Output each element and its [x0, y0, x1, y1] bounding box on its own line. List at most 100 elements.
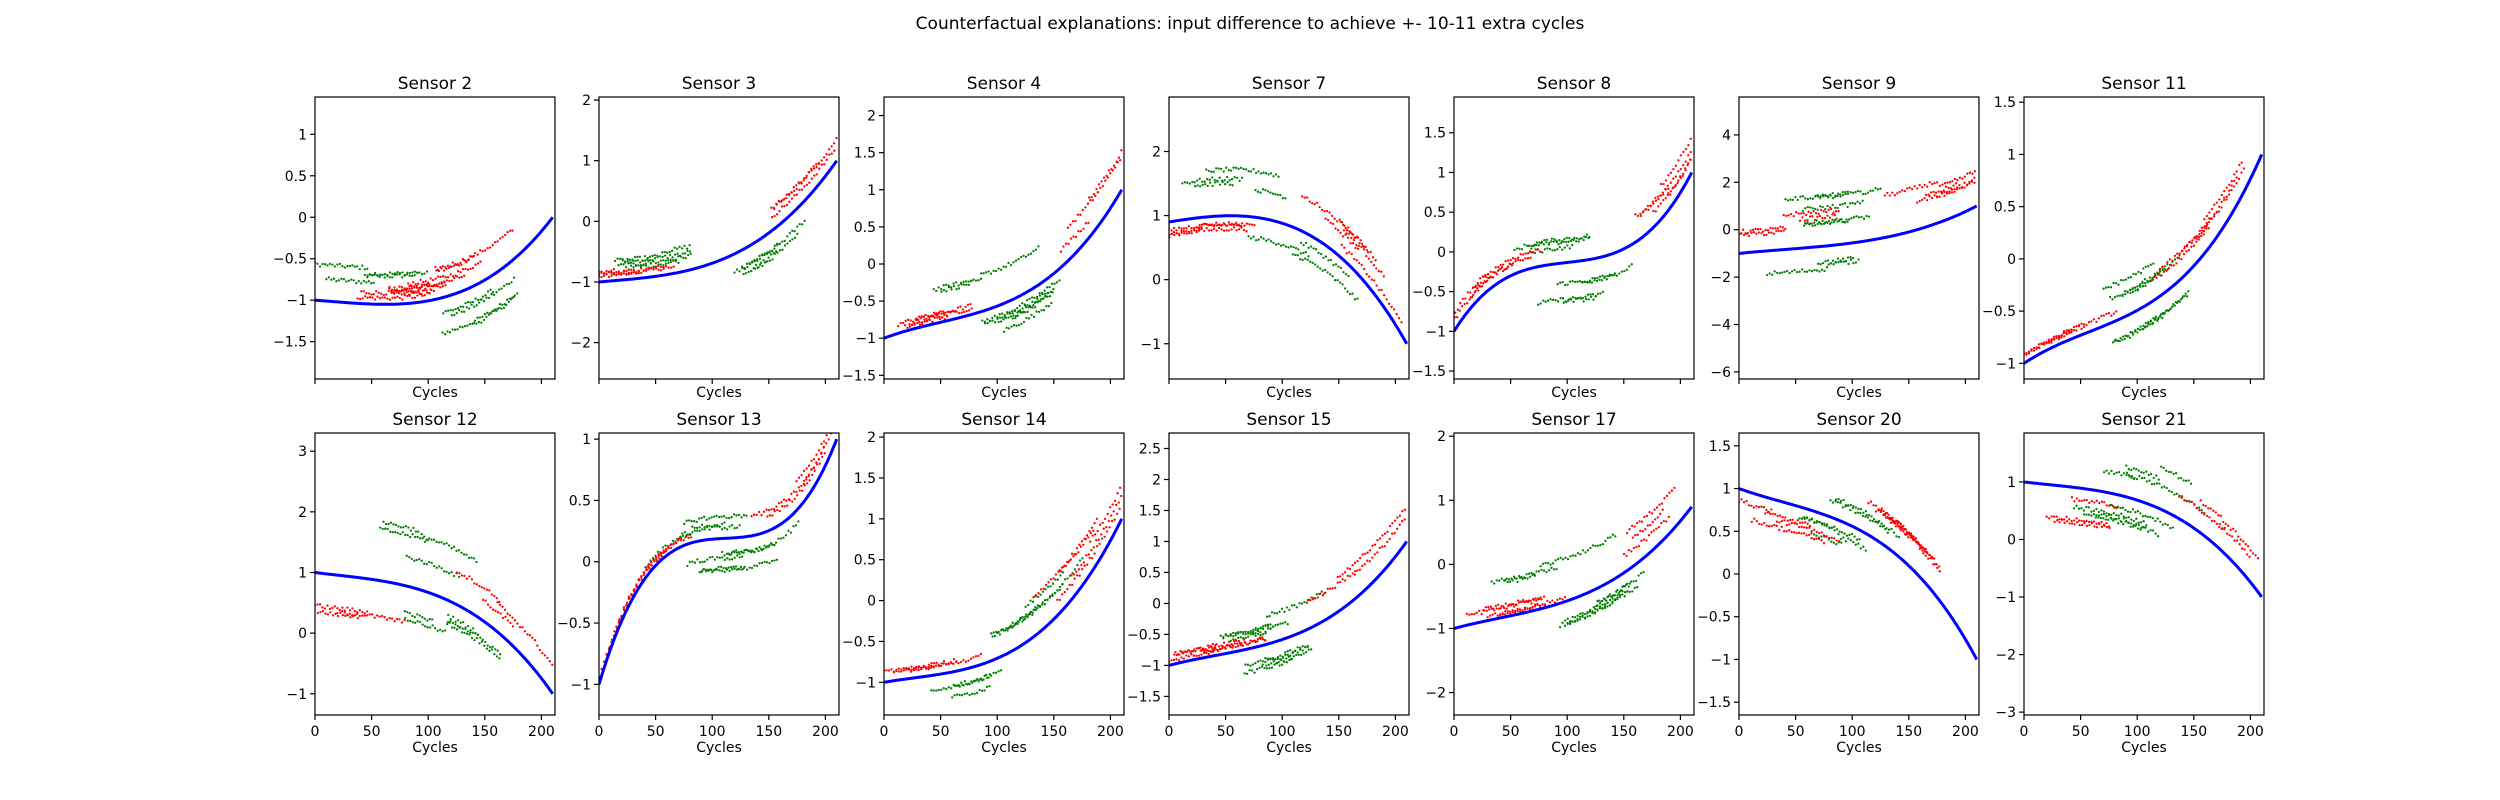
decrease-point — [2065, 331, 2068, 334]
decrease-point — [2223, 189, 2226, 193]
y-tick-label: 1 — [1437, 493, 1446, 509]
decrease-point — [953, 310, 956, 313]
increase-point — [794, 524, 798, 527]
increase-point — [1617, 592, 1620, 595]
increase-point — [1031, 613, 1034, 617]
increase-point — [481, 638, 484, 641]
increase-point — [723, 521, 726, 524]
increase-point — [2126, 334, 2130, 338]
increase-point — [678, 245, 681, 249]
increase-point — [471, 627, 475, 630]
decrease-point — [413, 296, 417, 299]
increase-point — [1831, 203, 1834, 207]
increase-point — [2082, 509, 2086, 512]
increase-point — [978, 678, 981, 681]
increase-point — [1835, 543, 1838, 546]
increase-point — [698, 561, 702, 564]
decrease-point — [1226, 644, 1230, 647]
decrease-point — [1655, 527, 1658, 530]
increase-point — [998, 312, 1001, 316]
increase-point — [1046, 598, 1049, 601]
decrease-point — [425, 289, 428, 292]
increase-point — [2134, 273, 2138, 276]
increase-point — [1259, 659, 1262, 662]
decrease-point — [441, 275, 445, 278]
increase-point — [627, 262, 630, 265]
decrease-point — [1224, 647, 1227, 650]
decrease-point — [1654, 196, 1657, 200]
increase-point — [1244, 168, 1248, 171]
decrease-point — [1066, 587, 1069, 591]
decrease-point — [498, 237, 502, 240]
decrease-point — [2063, 335, 2066, 338]
y-tick-label: 1.5 — [854, 146, 876, 162]
decrease-point — [822, 440, 826, 443]
increase-point — [2156, 517, 2159, 520]
decrease-point — [1534, 597, 1537, 600]
decrease-point — [1741, 228, 1745, 231]
decrease-point — [1185, 232, 1188, 235]
decrease-point — [1309, 599, 1312, 602]
decrease-point — [422, 280, 425, 284]
increase-point — [616, 257, 619, 260]
decrease-point — [447, 266, 451, 270]
increase-point — [2140, 521, 2143, 524]
decrease-point — [476, 253, 479, 256]
decrease-point — [1377, 288, 1381, 292]
decrease-point — [1682, 172, 1685, 176]
increase-point — [662, 264, 665, 267]
increase-point — [1838, 203, 1842, 206]
increase-point — [781, 248, 784, 251]
increase-point — [2165, 486, 2168, 490]
decrease-point — [1251, 639, 1255, 643]
decrease-point — [1518, 610, 1522, 613]
increase-point — [1810, 532, 1813, 535]
decrease-point — [1825, 534, 1828, 538]
increase-point — [460, 551, 463, 554]
figure-title: Counterfactual explanations: input diffe… — [916, 14, 1585, 34]
decrease-point — [321, 606, 324, 609]
decrease-point — [1788, 528, 1791, 532]
increase-point — [1818, 270, 1821, 273]
decrease-point — [465, 577, 469, 580]
decrease-point — [830, 145, 833, 148]
decrease-point — [2218, 198, 2221, 201]
increase-point — [957, 284, 960, 287]
increase-point — [1043, 289, 1046, 292]
decrease-point — [1829, 207, 1833, 211]
decrease-point — [1204, 651, 1207, 654]
increase-point — [2139, 285, 2142, 288]
decrease-point — [645, 269, 648, 272]
increase-point — [2105, 515, 2108, 518]
decrease-point — [2197, 238, 2200, 241]
decrease-point — [807, 473, 811, 476]
increase-point — [338, 262, 342, 266]
increase-point — [1814, 207, 1817, 211]
increase-point — [466, 300, 470, 304]
decrease-point — [1833, 537, 1836, 540]
decrease-point — [331, 614, 335, 617]
decrease-point — [1306, 599, 1309, 602]
decrease-point — [2208, 217, 2211, 220]
increase-point — [1272, 660, 1275, 663]
decrease-point — [461, 257, 464, 261]
decrease-point — [650, 560, 653, 564]
increase-point — [773, 252, 777, 255]
decrease-point — [797, 476, 801, 479]
increase-point — [1594, 544, 1597, 548]
increase-point — [2159, 520, 2162, 523]
increase-point — [1845, 534, 1849, 537]
increase-point — [1296, 646, 1299, 649]
increase-point — [2137, 521, 2140, 524]
increase-point — [1591, 610, 1594, 613]
decrease-point — [1091, 199, 1094, 202]
decrease-point — [491, 243, 494, 247]
decrease-point — [495, 596, 498, 600]
decrease-point — [1067, 242, 1070, 246]
increase-point — [664, 254, 667, 257]
increase-point — [1546, 299, 1550, 302]
increase-point — [758, 254, 761, 258]
increase-point — [1281, 197, 1285, 200]
decrease-point — [1551, 599, 1554, 602]
increase-point — [2178, 300, 2181, 303]
